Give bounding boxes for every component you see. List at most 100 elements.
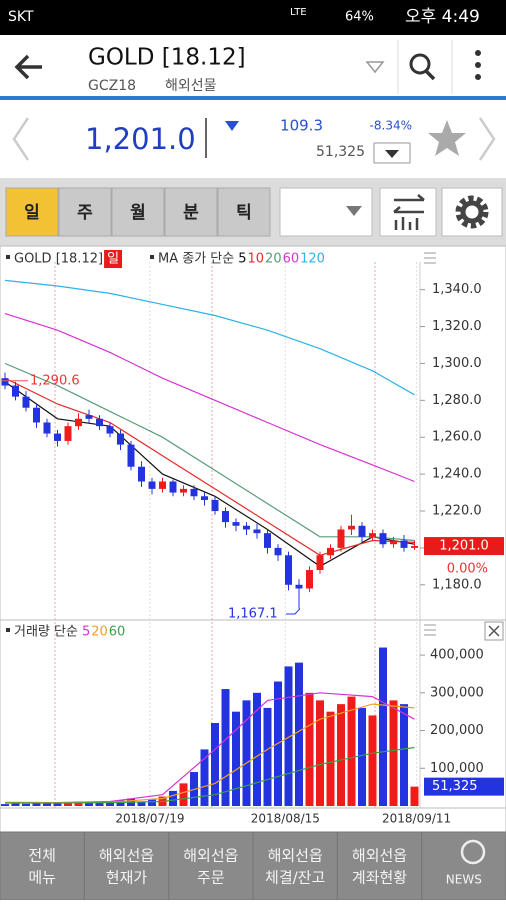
legend-entry: 5 [82, 625, 90, 640]
period-tab[interactable] [5, 187, 59, 237]
volume-bar [305, 692, 314, 806]
period-select[interactable] [279, 187, 373, 237]
volume-bar [148, 799, 156, 806]
candle-body [148, 481, 156, 489]
status-bar [0, 0, 506, 35]
menu-button[interactable] [475, 50, 481, 80]
candle-body [222, 511, 229, 523]
candle-body [306, 570, 313, 589]
settings-button[interactable] [441, 187, 503, 237]
nav-item[interactable] [83, 831, 170, 901]
candle-body [159, 481, 166, 489]
y-tick-label: 400,000 [430, 648, 484, 663]
high-label: 1,290.6 [30, 373, 80, 388]
compare-button[interactable] [379, 187, 437, 237]
volume-dropdown[interactable] [373, 142, 411, 164]
close-panel-button[interactable] [484, 621, 504, 641]
nav-label: 해외선옵 [99, 847, 154, 865]
legend-entry: 20 [91, 625, 108, 640]
header-bar [0, 35, 506, 97]
volume-bar [22, 803, 30, 806]
nav-item[interactable] [421, 831, 506, 901]
prev-button[interactable] [12, 117, 30, 161]
period-tab[interactable] [164, 187, 218, 237]
last-price-label: 1,201.0 [439, 539, 489, 554]
volume-bar [358, 707, 366, 806]
nav-label: 현재가 [106, 869, 148, 887]
ma-label: MA 종가 단순 [158, 252, 234, 267]
change-percent: -8.34% [370, 119, 412, 133]
volume-bar [116, 800, 125, 806]
nav-item[interactable] [0, 831, 85, 901]
x-tick-label: 2018/09/11 [382, 812, 451, 826]
candle-body [169, 481, 177, 493]
volume-bar [137, 801, 146, 806]
search-button[interactable] [409, 53, 436, 81]
nav-item[interactable] [252, 831, 338, 901]
moving-average [4, 377, 415, 556]
candle-body [180, 488, 187, 493]
news-icon[interactable] [460, 839, 486, 865]
volume-bar [200, 749, 209, 806]
volume-bar [74, 801, 83, 806]
legend-entry: 60 [109, 625, 126, 640]
x-tick-label: 2018/08/15 [251, 812, 320, 826]
period-tab[interactable] [111, 187, 165, 237]
nav-label: 해외선옵 [183, 847, 238, 865]
candle-body [75, 418, 82, 427]
candle-body [117, 433, 124, 445]
y-tick-label: 1,180.0 [432, 577, 482, 592]
candle-body [379, 533, 387, 545]
volume-bar [43, 802, 51, 806]
volume-bar [326, 711, 335, 806]
volume-bar [11, 802, 20, 806]
y-tick-label: 1,220.0 [432, 504, 482, 519]
volume-menu-icon[interactable] [424, 624, 436, 636]
favorite-star[interactable] [428, 120, 466, 156]
candle-body [211, 499, 219, 512]
moving-average [5, 746, 415, 804]
last-price-box [424, 537, 504, 556]
candle-body [253, 529, 261, 534]
legend-entry: 10 [248, 252, 265, 267]
price-change: 109.3 [280, 117, 323, 135]
volume-bar [1, 804, 9, 806]
candle-body [243, 525, 250, 530]
dropdown-arrow[interactable] [365, 61, 385, 74]
y-tick-label: 100,000 [430, 761, 484, 776]
carrier: SKT [8, 9, 34, 25]
nav-label: 주문 [197, 869, 225, 887]
y-tick-label: 1,240.0 [432, 467, 482, 482]
last-volume-label: 51,325 [432, 779, 478, 794]
candle-body [400, 540, 408, 548]
nav-item[interactable] [168, 831, 254, 901]
volume-bar [316, 700, 324, 806]
volume-bar [400, 704, 408, 806]
period-tab[interactable] [58, 187, 112, 237]
volume-bar [211, 723, 219, 806]
candle-body [22, 396, 30, 408]
legend-entry: 20 [265, 252, 282, 267]
next-button[interactable] [478, 117, 496, 161]
period-tab-label: 틱 [236, 203, 252, 223]
candle-body [106, 426, 114, 434]
period-badge-label: 일 [107, 252, 119, 267]
chart-menu-icon[interactable] [424, 252, 436, 264]
volume-bar [106, 802, 114, 806]
back-button[interactable] [14, 54, 42, 80]
volume-bar [379, 647, 387, 806]
period-tab[interactable] [217, 187, 271, 237]
candle-body [96, 418, 103, 427]
nav-item[interactable] [336, 831, 423, 901]
volume-bar [169, 790, 177, 806]
volume-bar [179, 783, 188, 806]
candle-body [390, 540, 397, 545]
candle-body [43, 422, 51, 434]
volume-bar [85, 802, 93, 806]
nav-label: 해외선옵 [268, 847, 323, 865]
header-line [0, 96, 506, 100]
volume-bar [95, 802, 104, 806]
volume-bar [253, 692, 261, 806]
candle-body [85, 415, 93, 419]
candle-body [358, 525, 366, 537]
